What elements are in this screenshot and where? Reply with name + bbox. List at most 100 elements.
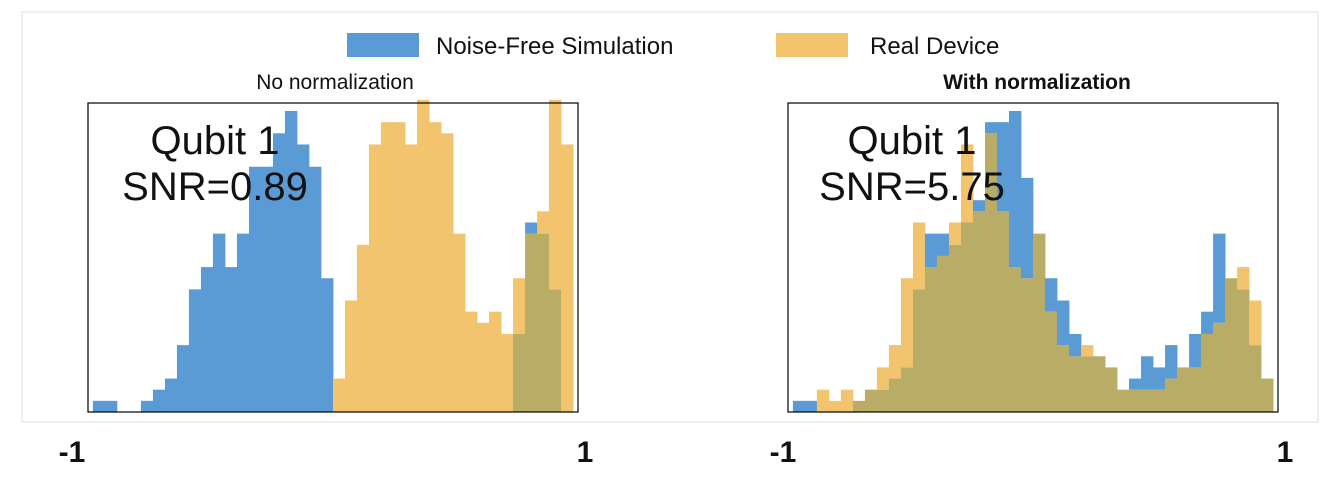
histogram-bar-overlap bbox=[1141, 389, 1154, 412]
histogram-bar-real-device bbox=[489, 311, 502, 412]
histogram-bar-real-device bbox=[1249, 300, 1262, 346]
histogram-bar-overlap bbox=[1045, 311, 1058, 412]
histogram-bar-overlap bbox=[537, 233, 550, 412]
histogram-bar-overlap bbox=[525, 233, 538, 412]
x-tick-label: -1 bbox=[59, 436, 86, 469]
histogram-bar-real-device bbox=[381, 122, 394, 413]
histogram-bar-noise-free bbox=[1165, 345, 1178, 379]
histogram-bar-real-device bbox=[828, 400, 842, 412]
histogram-bar-overlap bbox=[1069, 356, 1082, 412]
histogram-bar-overlap bbox=[1081, 356, 1094, 412]
histogram-bar-noise-free bbox=[1141, 356, 1154, 390]
plot-frame bbox=[787, 102, 1279, 413]
histogram-bar-noise-free bbox=[936, 233, 950, 256]
histogram-bar-noise-free bbox=[1153, 367, 1166, 390]
plot-frame bbox=[87, 102, 579, 413]
histogram-bar-noise-free bbox=[792, 400, 806, 412]
histogram-bar-real-device bbox=[393, 122, 406, 413]
histogram-bar-overlap bbox=[876, 389, 890, 412]
histogram-bar-real-device bbox=[441, 133, 454, 412]
histogram-bar-real-device bbox=[816, 389, 830, 412]
histogram-bar-overlap bbox=[1117, 389, 1130, 412]
histogram-bar-noise-free bbox=[152, 389, 166, 412]
histogram-bar-noise-free bbox=[164, 378, 178, 412]
histogram-bar-overlap bbox=[972, 211, 986, 412]
histogram-bar-real-device bbox=[357, 244, 370, 412]
histogram-bar-overlap bbox=[1153, 389, 1166, 412]
histogram-bar-noise-free bbox=[284, 111, 298, 412]
histogram-bar-real-device bbox=[561, 144, 574, 412]
histogram-bar-noise-free bbox=[308, 166, 322, 412]
histogram-bar-real-device bbox=[369, 144, 382, 412]
annotation-snr: SNR=5.75 bbox=[819, 165, 1005, 209]
histogram-bar-overlap bbox=[1008, 267, 1022, 412]
histogram-bar-overlap bbox=[513, 333, 526, 412]
histogram-bar-real-device bbox=[465, 311, 478, 412]
annotation-snr: SNR=0.89 bbox=[122, 165, 308, 209]
histogram-bar-overlap bbox=[1237, 289, 1250, 412]
histogram-bar-real-device bbox=[888, 345, 902, 379]
histogram-bar-noise-free bbox=[1020, 177, 1034, 279]
panel-title: With normalization bbox=[943, 71, 1131, 94]
histogram-bar-real-device bbox=[513, 278, 526, 334]
histogram-bar-noise-free bbox=[200, 267, 214, 412]
histogram-bar-overlap bbox=[996, 211, 1010, 412]
histogram-bar-real-device bbox=[477, 322, 490, 412]
histogram-bar-overlap bbox=[924, 267, 938, 412]
histogram-bar-overlap bbox=[912, 289, 926, 412]
panel-no-normalization: No normalization Qubit 1 SNR=0.89 -1 1 bbox=[59, 71, 594, 469]
histogram-bar-overlap bbox=[1225, 278, 1238, 412]
histogram-bar-noise-free bbox=[804, 400, 818, 412]
histogram-bar-real-device bbox=[960, 144, 974, 223]
histogram-bar-overlap bbox=[900, 367, 914, 412]
histogram-bar-noise-free bbox=[248, 166, 262, 412]
histogram-bar-overlap bbox=[1020, 278, 1034, 412]
histogram-bar-overlap bbox=[984, 133, 998, 412]
histogram-bar-noise-free bbox=[260, 166, 274, 412]
histogram-bar-overlap bbox=[1177, 367, 1190, 412]
histogram-bars bbox=[792, 111, 1274, 412]
histogram-bar-real-device bbox=[429, 122, 442, 413]
histogram-bar-noise-free bbox=[104, 400, 118, 412]
histogram-bar-overlap bbox=[1201, 333, 1214, 412]
histogram-bar-overlap bbox=[1105, 367, 1118, 412]
histogram-bar-real-device bbox=[900, 278, 914, 368]
histogram-bar-real-device bbox=[1081, 345, 1094, 357]
histogram-bar-real-device bbox=[333, 378, 346, 412]
legend-label-noise-free: Noise-Free Simulation bbox=[436, 33, 673, 60]
histogram-bar-overlap bbox=[936, 255, 950, 412]
histogram-bar-noise-free bbox=[1213, 233, 1226, 323]
annotation-qubit: Qubit 1 bbox=[848, 119, 977, 163]
histogram-bar-noise-free bbox=[92, 400, 106, 412]
histogram-bar-overlap bbox=[549, 289, 562, 412]
histogram-bar-noise-free bbox=[188, 289, 202, 412]
histogram-bar-noise-free bbox=[1189, 333, 1202, 368]
histogram-bar-overlap bbox=[960, 222, 974, 412]
histogram-bar-real-device bbox=[840, 389, 854, 412]
legend-label-real-device: Real Device bbox=[870, 33, 999, 60]
x-tick-label: 1 bbox=[577, 436, 594, 469]
histogram-bar-overlap bbox=[1165, 378, 1178, 412]
histogram-bar-noise-free bbox=[140, 400, 154, 412]
histogram-bar-overlap bbox=[1261, 378, 1274, 412]
histogram-bar-real-device bbox=[876, 367, 890, 390]
histogram-bar-real-device bbox=[405, 144, 418, 412]
histogram-bar-overlap bbox=[948, 244, 962, 412]
histogram-bar-noise-free bbox=[984, 122, 998, 134]
histogram-bar-overlap bbox=[1093, 356, 1106, 412]
histogram-bar-real-device bbox=[912, 222, 926, 290]
legend: Noise-Free Simulation Real Device bbox=[347, 33, 999, 60]
histogram-bar-noise-free bbox=[320, 278, 334, 412]
histogram-bar-overlap bbox=[1129, 389, 1142, 412]
panel-title: No normalization bbox=[256, 71, 414, 94]
histogram-bar-noise-free bbox=[296, 144, 310, 412]
figure-frame bbox=[21, 11, 1319, 423]
legend-swatch-noise-free bbox=[347, 33, 419, 57]
histogram-bar-overlap bbox=[1189, 367, 1202, 412]
histogram-bar-real-device bbox=[501, 333, 514, 412]
histogram-bar-noise-free bbox=[972, 200, 986, 212]
histogram-bar-noise-free bbox=[1201, 311, 1214, 334]
histogram-bar-real-device bbox=[345, 300, 358, 412]
histogram-bar-real-device bbox=[417, 99, 430, 412]
histogram-bars bbox=[92, 99, 574, 413]
